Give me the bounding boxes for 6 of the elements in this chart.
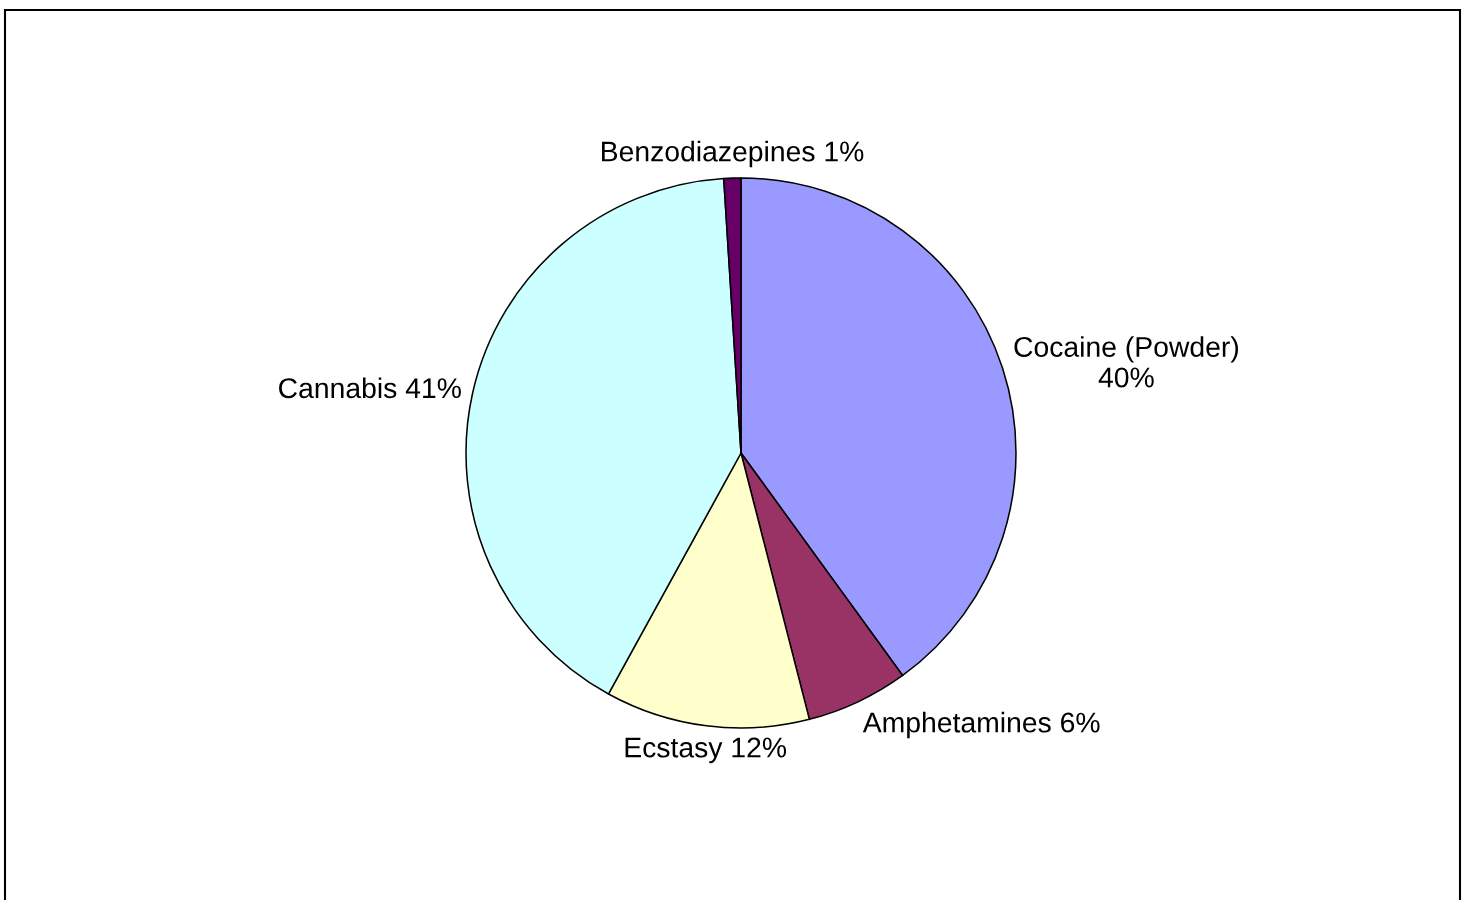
slice-label: Cannabis 41% xyxy=(279,377,461,399)
data-label: 40% xyxy=(1098,367,1154,388)
slice-label: Ecstasy 12% xyxy=(625,737,787,764)
slice-label: Benzodiazepines 1% xyxy=(602,140,864,168)
slice-label: Amphetamines 6% xyxy=(862,711,1100,739)
slice-label: Cocaine (Powder) xyxy=(1014,336,1239,363)
